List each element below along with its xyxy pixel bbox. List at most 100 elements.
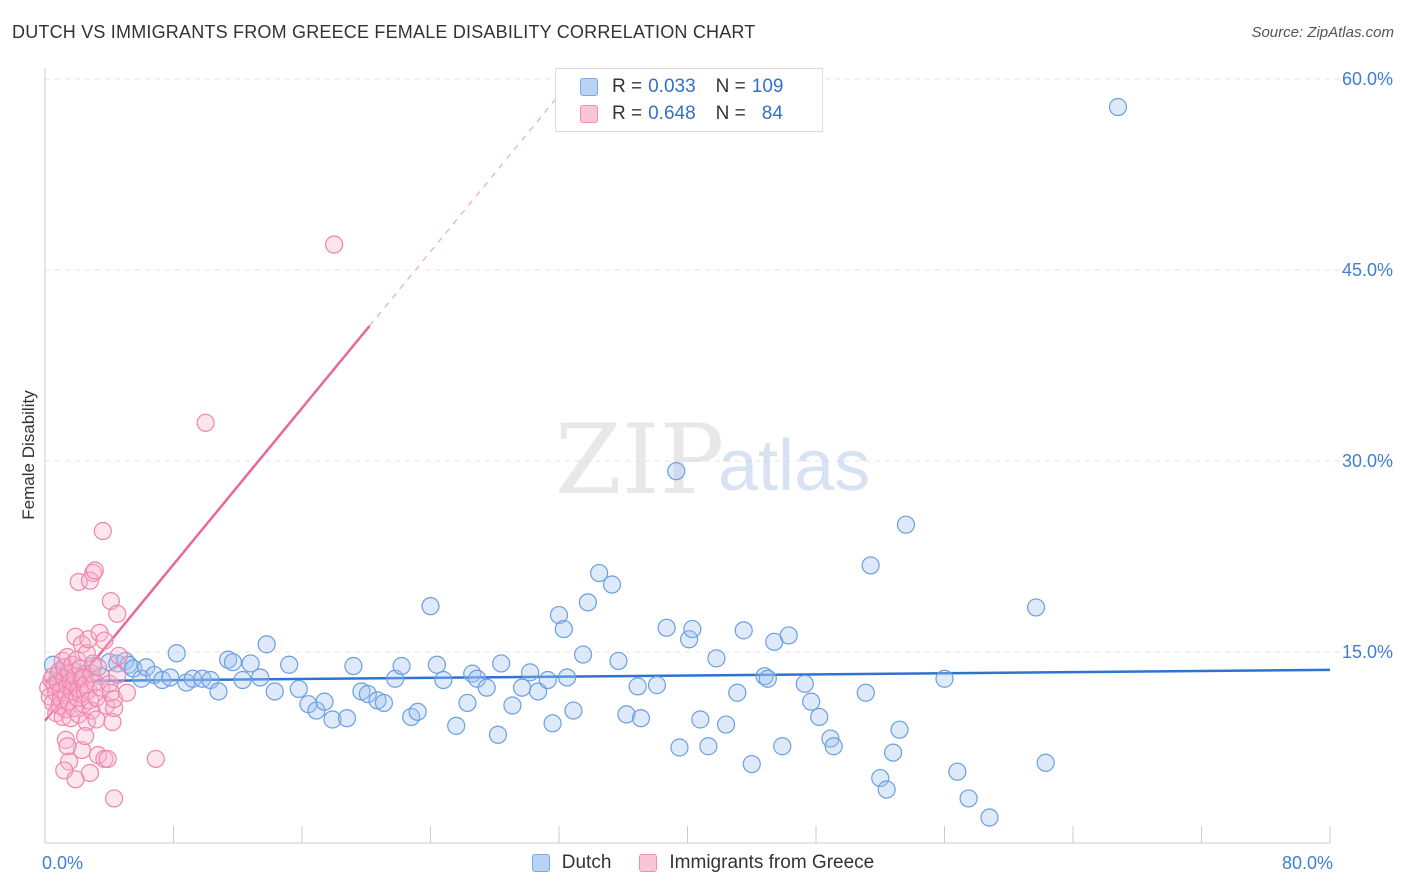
grid-lines: [45, 78, 1392, 653]
point-dutch: [323, 710, 342, 729]
point-dutch: [223, 653, 243, 672]
point-dutch: [948, 762, 967, 781]
legend-n-value-dutch: 109: [751, 76, 784, 97]
point-dutch: [233, 670, 252, 690]
point-greece: [56, 730, 75, 749]
point-dutch: [896, 515, 916, 534]
point-dutch: [628, 677, 647, 696]
point-dutch: [707, 649, 726, 668]
point-dutch: [315, 692, 334, 711]
point-dutch: [503, 696, 522, 715]
point-dutch: [699, 737, 718, 756]
point-dutch: [344, 656, 363, 676]
watermark-zip: ZIP: [555, 404, 724, 516]
point-greece: [325, 235, 344, 254]
point-greece: [80, 763, 100, 783]
point-dutch: [543, 714, 562, 733]
point-dutch: [520, 663, 540, 682]
point-greece: [146, 749, 165, 769]
point-dutch: [183, 669, 202, 688]
watermark-atlas: atlas: [718, 426, 870, 506]
y-tick-label: 30.0%: [1342, 451, 1393, 471]
point-greece: [108, 665, 127, 685]
trend-lines: [44, 88, 1331, 722]
point-dutch: [773, 737, 792, 756]
point-greece: [104, 789, 124, 808]
point-dutch: [883, 743, 903, 762]
point-dutch: [458, 693, 477, 713]
point-dutch: [861, 556, 880, 575]
legend-n-value-greece: 84: [761, 103, 783, 124]
point-dutch: [631, 709, 651, 728]
legend-n-label: N =: [715, 103, 746, 124]
trend-line-greece-extension: [368, 88, 565, 327]
point-dutch: [1026, 598, 1046, 617]
point-dutch: [680, 630, 699, 649]
point-greece: [85, 561, 104, 580]
point-dutch: [856, 683, 875, 702]
point-dutch: [657, 618, 676, 637]
point-dutch: [959, 789, 978, 808]
point-greece: [103, 712, 122, 732]
legend-swatch-greece: [639, 854, 658, 872]
point-dutch: [488, 725, 508, 744]
legend-swatch-dutch: [580, 78, 598, 96]
point-dutch: [728, 683, 747, 702]
y-tick-label: 60.0%: [1342, 69, 1393, 89]
point-dutch: [241, 654, 260, 673]
point-dutch: [554, 619, 573, 639]
point-dutch: [392, 656, 411, 676]
stats-legend: R = 0.033 N = 109 R = 0.648 N = 84: [555, 68, 823, 132]
point-dutch: [538, 670, 557, 690]
y-tick-label: 15.0%: [1342, 642, 1393, 662]
tick-labels: 15.0% 30.0% 45.0% 60.0% 0.0% 80.0%: [42, 69, 1393, 873]
point-dutch: [935, 669, 954, 688]
point-dutch: [742, 754, 761, 774]
point-dutch: [795, 674, 814, 693]
point-dutch: [779, 626, 798, 645]
point-dutch: [289, 679, 308, 699]
point-dutch: [578, 593, 598, 612]
point-dutch: [1108, 97, 1128, 117]
point-dutch: [167, 644, 186, 663]
legend-n-label: N =: [715, 76, 746, 97]
point-dutch: [670, 738, 689, 757]
point-dutch: [557, 668, 577, 687]
source-label: Source: ZipAtlas.com: [1251, 24, 1394, 41]
legend-r-value-dutch: 0.033: [648, 76, 696, 97]
point-dutch: [161, 668, 180, 687]
point-dutch: [209, 682, 228, 701]
point-dutch: [877, 780, 896, 799]
point-dutch: [358, 684, 377, 704]
point-dutch: [477, 678, 496, 697]
point-greece: [108, 604, 127, 623]
point-greece: [93, 521, 112, 541]
point-dutch: [408, 702, 427, 721]
legend-item-dutch: Dutch: [531, 852, 612, 874]
point-dutch: [602, 575, 622, 594]
point-dutch: [667, 462, 686, 481]
legend-label-greece: Immigrants from Greece: [669, 852, 875, 873]
point-dutch: [257, 635, 276, 654]
point-greece: [196, 413, 215, 432]
point-dutch: [512, 678, 532, 697]
point-greece: [80, 571, 100, 590]
point-dutch: [573, 645, 593, 664]
point-dutch: [590, 563, 609, 583]
point-greece: [95, 631, 114, 650]
point-greece: [76, 726, 95, 746]
point-dutch: [871, 768, 890, 788]
point-dutch: [734, 621, 753, 640]
point-dutch: [980, 808, 999, 827]
point-greece: [77, 644, 96, 663]
point-dutch: [683, 619, 702, 639]
point-dutch: [492, 654, 511, 673]
point-greece: [87, 688, 106, 707]
trend-line-greece: [44, 325, 371, 722]
legend-label-dutch: Dutch: [561, 852, 612, 873]
point-dutch: [549, 605, 569, 625]
point-dutch: [609, 651, 628, 671]
y-axis-label: Female Disability: [19, 390, 38, 520]
legend-swatch-dutch: [531, 854, 550, 872]
point-dutch: [890, 720, 909, 739]
